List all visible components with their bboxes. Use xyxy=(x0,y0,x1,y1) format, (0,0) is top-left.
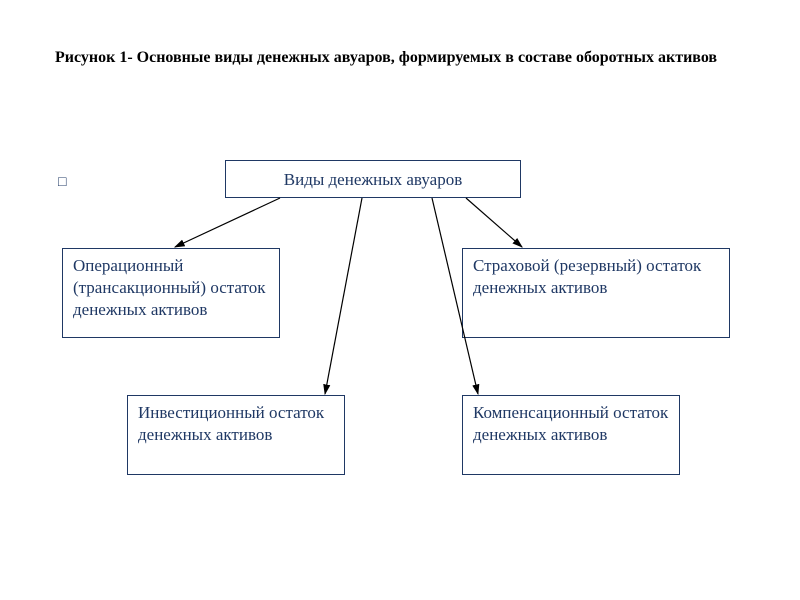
figure-caption: Рисунок 1- Основные виды денежных авуаро… xyxy=(55,40,745,75)
node-investment: Инвестиционный остаток денежных активов xyxy=(127,395,345,475)
node-insurance: Страховой (резервный) остаток денежных а… xyxy=(462,248,730,338)
node-compensation: Компенсационный остаток денежных активов xyxy=(462,395,680,475)
node-operational: Операционный (трансакционный) остаток де… xyxy=(62,248,280,338)
arrow xyxy=(175,198,280,247)
root-node: Виды денежных авуаров xyxy=(225,160,521,198)
arrow xyxy=(325,198,362,394)
arrow xyxy=(466,198,522,247)
bullet-marker: □ xyxy=(58,175,66,191)
